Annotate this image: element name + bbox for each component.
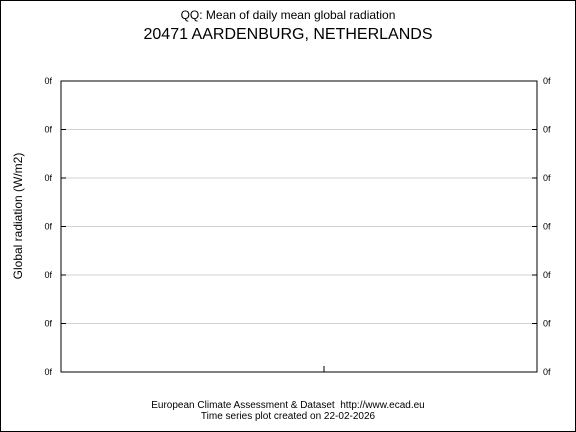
y-tick-label-left: 0f	[44, 76, 52, 86]
y-tick-label-right: 0f	[543, 222, 551, 232]
y-ticks: 0f 0f 0f 0f 0f 0f 0f 0f 0f 0f 0f 0f 0f 0f	[44, 76, 551, 377]
y-tick-label-right: 0f	[543, 319, 551, 329]
y-tick-label-right: 0f	[543, 173, 551, 183]
footer-created: Time series plot created on 22-02-2026	[200, 411, 376, 422]
y-tick-label-left: 0f	[44, 125, 52, 135]
y-tick-label-left: 0f	[44, 173, 52, 183]
y-tick-label-right: 0f	[543, 270, 551, 280]
y-axis-label: Global radiation (W/m2)	[11, 152, 25, 280]
y-tick-label-right: 0f	[543, 76, 551, 86]
y-tick-label-left: 0f	[44, 270, 52, 280]
y-tick-label-left: 0f	[44, 222, 52, 232]
gridlines	[61, 129, 537, 324]
y-tick-label-left: 0f	[44, 319, 52, 329]
y-tick-label-right: 0f	[543, 125, 551, 135]
chart-title: QQ: Mean of daily mean global radiation	[180, 8, 396, 22]
chart-station-title: 20471 AARDENBURG, NETHERLANDS	[143, 26, 433, 43]
y-tick-label-left: 0f	[44, 367, 52, 377]
y-tick-label-right: 0f	[543, 367, 551, 377]
footer-source: European Climate Assessment & Dataset ht…	[151, 400, 425, 411]
